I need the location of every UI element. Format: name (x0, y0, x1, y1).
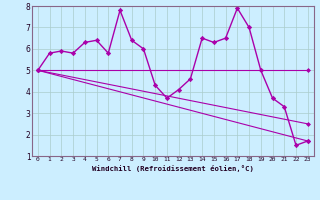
X-axis label: Windchill (Refroidissement éolien,°C): Windchill (Refroidissement éolien,°C) (92, 165, 254, 172)
